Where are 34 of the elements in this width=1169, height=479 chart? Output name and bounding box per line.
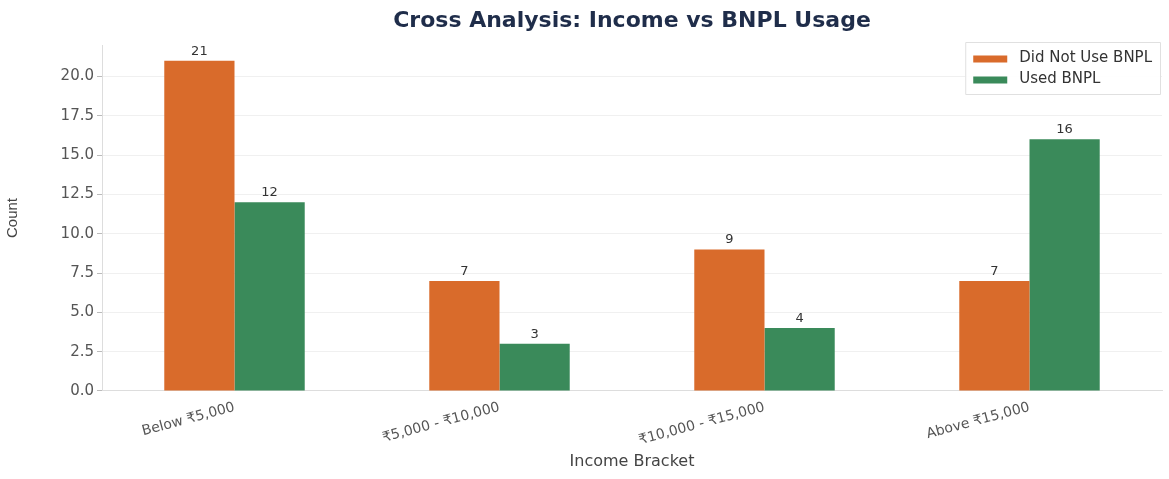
bar (499, 343, 570, 391)
bar (1029, 139, 1100, 391)
data-label: 21 (191, 42, 208, 58)
bar (764, 328, 835, 391)
bar (234, 202, 305, 391)
data-label: 12 (261, 184, 278, 200)
bar (959, 280, 1030, 391)
y-axis-title: Count (3, 197, 21, 239)
y-tick-label: 20.0 (60, 66, 94, 85)
data-label: 4 (795, 309, 804, 325)
legend-label: Did Not Use BNPL (1019, 48, 1153, 67)
y-tick-label: 0.0 (70, 380, 94, 399)
y-tick-label: 12.5 (60, 184, 94, 203)
data-label: 7 (990, 262, 999, 278)
data-label: 7 (460, 262, 469, 278)
bar (694, 249, 765, 391)
bar (164, 60, 235, 391)
legend-label: Used BNPL (1019, 69, 1102, 88)
x-tick-label: Above ₹15,000 (924, 398, 1032, 442)
bar (429, 280, 500, 391)
x-tick-label: ₹5,000 - ₹10,000 (380, 398, 502, 445)
data-label: 9 (725, 231, 734, 247)
x-tick-label: ₹10,000 - ₹15,000 (636, 398, 767, 448)
y-tick-label: 10.0 (60, 223, 94, 242)
x-axis-title: Income Bracket (569, 450, 695, 470)
y-tick-label: 15.0 (60, 144, 94, 163)
x-tick-label: Below ₹5,000 (139, 398, 237, 439)
data-label: 3 (530, 325, 539, 341)
y-tick-label: 5.0 (70, 302, 94, 321)
y-tick-label: 7.5 (70, 262, 94, 281)
chart-title: Cross Analysis: Income vs BNPL Usage (393, 6, 871, 32)
y-tick-label: 2.5 (70, 341, 94, 360)
y-tick-label: 17.5 (60, 105, 94, 124)
data-label: 16 (1056, 121, 1073, 137)
